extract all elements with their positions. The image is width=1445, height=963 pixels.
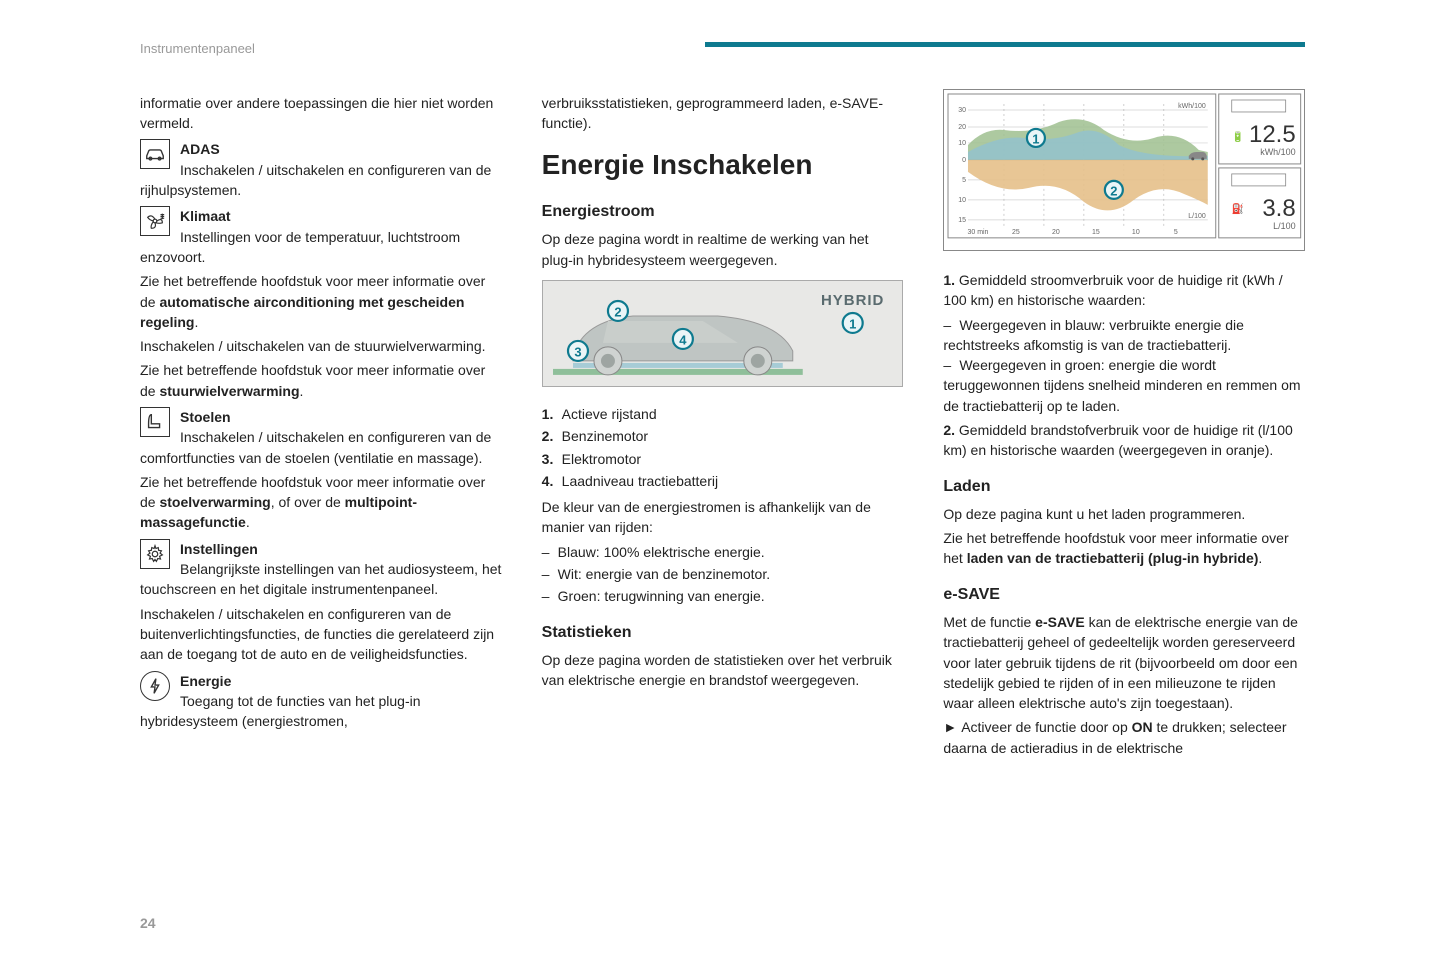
fan-icon bbox=[140, 206, 170, 236]
stat-d1: –Weergegeven in blauw: verbruikte energi… bbox=[943, 315, 1305, 356]
marker-legend: 1.Actieve rijstand 2.Benzinemotor 3.Elek… bbox=[542, 404, 904, 491]
svg-text:kWh/100: kWh/100 bbox=[1179, 103, 1207, 110]
h2-esave: e-SAVE bbox=[943, 583, 1305, 606]
svg-text:10: 10 bbox=[959, 197, 967, 204]
adas-title: ADAS bbox=[180, 141, 220, 157]
instellingen-entry: Instellingen Belangrijkste instellingen … bbox=[140, 539, 502, 600]
h2-laden: Laden bbox=[943, 475, 1305, 498]
h2-statistieken: Statistieken bbox=[542, 621, 904, 644]
svg-text:L/100: L/100 bbox=[1274, 221, 1296, 231]
stat-d2: –Weergegeven in groen: energie die wordt… bbox=[943, 355, 1305, 416]
klimaat-more1: Zie het betreffende hoofdstuk voor meer … bbox=[140, 271, 502, 332]
klimaat-text: Instellingen voor de temperatuur, luchts… bbox=[140, 229, 460, 265]
esave-p1: Met de functie e-SAVE kan de elektrische… bbox=[943, 612, 1305, 713]
klimaat-title: Klimaat bbox=[180, 208, 231, 224]
instellingen-more: Inschakelen / uitschakelen en configurer… bbox=[140, 604, 502, 665]
bolt-icon bbox=[140, 671, 170, 701]
svg-text:5: 5 bbox=[962, 177, 966, 184]
svg-text:25: 25 bbox=[1012, 229, 1020, 236]
svg-text:3: 3 bbox=[574, 344, 581, 359]
svg-text:15: 15 bbox=[959, 217, 967, 224]
stoelen-more: Zie het betreffende hoofdstuk voor meer … bbox=[140, 472, 502, 533]
column-1: informatie over andere toepassingen die … bbox=[140, 89, 502, 762]
laden-p1: Op deze pagina kunt u het laden programm… bbox=[943, 504, 1305, 524]
instellingen-title: Instellingen bbox=[180, 541, 258, 557]
energie-entry: Energie Toegang tot de functies van het … bbox=[140, 671, 502, 732]
energie-text: Toegang tot de functies van het plug-in … bbox=[140, 693, 421, 729]
laden-p2: Zie het betreffende hoofdstuk voor meer … bbox=[943, 528, 1305, 569]
svg-text:5: 5 bbox=[1174, 229, 1178, 236]
seat-icon bbox=[140, 407, 170, 437]
stoelen-entry: Stoelen Inschakelen / uitschakelen en co… bbox=[140, 407, 502, 468]
svg-text:🔋: 🔋 bbox=[1232, 130, 1244, 143]
energiestroom-desc: De kleur van de energiestromen is afhank… bbox=[542, 497, 904, 538]
svg-text:3.8: 3.8 bbox=[1263, 195, 1296, 222]
svg-text:0: 0 bbox=[962, 157, 966, 164]
svg-text:2: 2 bbox=[614, 304, 621, 319]
color-meaning-list: –Blauw: 100% elektrische energie. –Wit: … bbox=[542, 542, 904, 607]
car-icon bbox=[140, 139, 170, 169]
instellingen-text: Belangrijkste instellingen van het audio… bbox=[140, 561, 501, 597]
svg-text:12.5: 12.5 bbox=[1249, 121, 1296, 148]
stats-text: Op deze pagina worden de statistieken ov… bbox=[542, 650, 904, 691]
svg-text:1: 1 bbox=[849, 316, 856, 331]
column-3: 🔋 12.5 kWh/100 ⛽ 3.8 L/100 bbox=[943, 89, 1305, 762]
svg-text:15: 15 bbox=[1092, 229, 1100, 236]
svg-text:L/100: L/100 bbox=[1189, 213, 1207, 220]
svg-text:20: 20 bbox=[1052, 229, 1060, 236]
adas-entry: ADAS Inschakelen / uitschakelen en confi… bbox=[140, 139, 502, 200]
content-columns: informatie over andere toepassingen die … bbox=[140, 89, 1305, 762]
svg-text:30: 30 bbox=[959, 107, 967, 114]
header-color-bar bbox=[705, 42, 1305, 47]
column-2: verbruiksstatistieken, geprogrammeerd la… bbox=[542, 89, 904, 762]
svg-text:1: 1 bbox=[1033, 131, 1040, 146]
gear-icon bbox=[140, 539, 170, 569]
adas-text: Inschakelen / uitschakelen en configurer… bbox=[140, 162, 491, 198]
stat-2: 2. Gemiddeld brandstofverbruik voor de h… bbox=[943, 420, 1305, 461]
energie-title: Energie bbox=[180, 673, 231, 689]
stat-1: 1. Gemiddeld stroomverbruik voor de huid… bbox=[943, 270, 1305, 311]
page-number: 24 bbox=[140, 913, 156, 933]
energiestroom-intro: Op deze pagina wordt in realtime de werk… bbox=[542, 229, 904, 270]
hybrid-label: HYBRID bbox=[821, 292, 884, 309]
svg-text:10: 10 bbox=[959, 140, 967, 147]
svg-text:kWh/100: kWh/100 bbox=[1261, 147, 1296, 157]
col2-cont: verbruiksstatistieken, geprogrammeerd la… bbox=[542, 93, 904, 134]
h1-energie: Energie Inschakelen bbox=[542, 145, 904, 186]
col1-intro: informatie over andere toepassingen die … bbox=[140, 93, 502, 134]
h2-energiestroom: Energiestroom bbox=[542, 200, 904, 223]
svg-text:10: 10 bbox=[1132, 229, 1140, 236]
klimaat-more2: Zie het betreffende hoofdstuk voor meer … bbox=[140, 360, 502, 401]
klimaat-onoff: Inschakelen / uitschakelen van de stuurw… bbox=[140, 336, 502, 356]
klimaat-entry: Klimaat Instellingen voor de temperatuur… bbox=[140, 206, 502, 267]
stoelen-text: Inschakelen / uitschakelen en configurer… bbox=[140, 429, 491, 465]
svg-text:2: 2 bbox=[1111, 183, 1118, 198]
svg-text:⛽: ⛽ bbox=[1232, 202, 1244, 215]
esave-p2: ►Activeer de functie door op ON te drukk… bbox=[943, 717, 1305, 758]
figure-consumption-chart: 🔋 12.5 kWh/100 ⛽ 3.8 L/100 bbox=[943, 89, 1305, 251]
svg-text:20: 20 bbox=[959, 124, 967, 131]
svg-text:4: 4 bbox=[679, 332, 687, 347]
stoelen-title: Stoelen bbox=[180, 409, 231, 425]
svg-text:30 min: 30 min bbox=[968, 229, 989, 236]
figure-car-hybrid: HYBRID 1 2 3 4 bbox=[542, 280, 904, 387]
